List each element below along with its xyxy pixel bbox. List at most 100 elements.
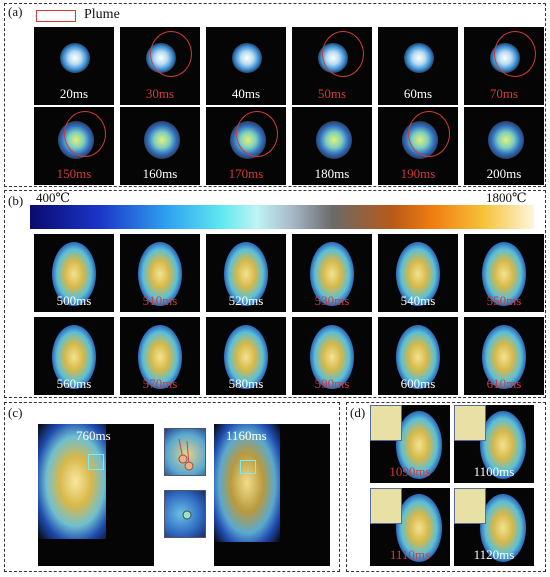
plume-outline bbox=[494, 31, 536, 77]
panel-b-label: (b) bbox=[8, 193, 24, 208]
timestamp-label: 50ms bbox=[317, 86, 347, 101]
b-frame-500ms: 500ms bbox=[34, 234, 114, 312]
a-frame-200ms: 200ms bbox=[464, 107, 544, 185]
timestamp-label: 30ms bbox=[145, 86, 175, 101]
b-frame-580ms: 580ms bbox=[206, 317, 286, 395]
a-frame-160ms: 160ms bbox=[120, 107, 200, 185]
panel-d-label: (d) bbox=[350, 405, 366, 420]
zoom-marker-box bbox=[240, 460, 256, 474]
timestamp-label: 160ms bbox=[142, 166, 178, 181]
timestamp-label: 150ms bbox=[56, 166, 92, 181]
b-frame-530ms: 530ms bbox=[292, 234, 372, 312]
panel-b bbox=[4, 190, 546, 398]
timestamp-label: 540ms bbox=[400, 293, 436, 308]
timestamp-label: 600ms bbox=[400, 376, 436, 391]
a-frame-60ms: 60ms bbox=[378, 27, 458, 105]
thermal-glow bbox=[224, 242, 268, 306]
a-frame-50ms: 50ms bbox=[292, 27, 372, 105]
timestamp-label: 570ms bbox=[142, 376, 178, 391]
timestamp-label: 1100ms bbox=[473, 464, 515, 479]
zoom-inset bbox=[370, 488, 402, 524]
particle-trace-icon bbox=[178, 438, 194, 471]
timestamp-label: 520ms bbox=[228, 293, 264, 308]
thermal-glow bbox=[396, 325, 440, 389]
thermal-glow bbox=[224, 325, 268, 389]
particle-marker-icon bbox=[182, 510, 192, 520]
a-frame-70ms: 70ms bbox=[464, 27, 544, 105]
timestamp-label: 560ms bbox=[56, 376, 92, 391]
temperature-colorbar bbox=[30, 205, 534, 229]
timestamp-label: 180ms bbox=[314, 166, 350, 181]
thermal-glow bbox=[480, 411, 526, 479]
b-frame-540ms: 540ms bbox=[378, 234, 458, 312]
plume-outline bbox=[236, 111, 278, 157]
frame-760ms-large: 760ms bbox=[38, 424, 154, 566]
thermal-glow bbox=[144, 121, 180, 159]
melt-pool-shape bbox=[38, 424, 106, 539]
frame-1160ms-large: 1160ms bbox=[214, 424, 330, 566]
b-frame-520ms: 520ms bbox=[206, 234, 286, 312]
panel-c-label: (c) bbox=[8, 405, 23, 420]
thermal-glow bbox=[232, 43, 262, 73]
a-frame-190ms: 190ms bbox=[378, 107, 458, 185]
timestamp-label: 550ms bbox=[486, 293, 522, 308]
thermal-glow bbox=[52, 325, 96, 389]
timestamp-label: 1160ms bbox=[226, 428, 267, 443]
plume-outline bbox=[150, 31, 192, 77]
b-frame-570ms: 570ms bbox=[120, 317, 200, 395]
timestamp-label: 190ms bbox=[400, 166, 436, 181]
zoom-inset bbox=[370, 405, 402, 441]
a-frame-30ms: 30ms bbox=[120, 27, 200, 105]
zoom-inset-bottom bbox=[164, 490, 206, 538]
timestamp-label: 1090ms bbox=[389, 464, 431, 479]
colorbar-min-label: 400℃ bbox=[36, 190, 71, 205]
zoom-inset-top bbox=[164, 428, 206, 476]
thermal-glow bbox=[316, 121, 352, 159]
timestamp-label: 40ms bbox=[231, 86, 261, 101]
timestamp-label: 200ms bbox=[486, 166, 522, 181]
b-frame-510ms: 510ms bbox=[120, 234, 200, 312]
a-frame-150ms: 150ms bbox=[34, 107, 114, 185]
a-frame-40ms: 40ms bbox=[206, 27, 286, 105]
panel-a bbox=[4, 3, 546, 187]
timestamp-label: 760ms bbox=[76, 428, 111, 443]
timestamp-label: 1110ms bbox=[389, 547, 431, 562]
thermal-glow bbox=[488, 121, 524, 159]
timestamp-label: 590ms bbox=[314, 376, 350, 391]
plume-outline bbox=[64, 111, 106, 157]
thermal-glow bbox=[60, 43, 90, 73]
panel-d bbox=[346, 402, 546, 572]
d-frame-1110ms: 1110ms bbox=[370, 488, 450, 566]
timestamp-label: 20ms bbox=[59, 86, 89, 101]
plume-outline bbox=[408, 111, 450, 157]
timestamp-label: 60ms bbox=[403, 86, 433, 101]
plume-outline bbox=[322, 31, 364, 77]
thermal-glow bbox=[138, 325, 182, 389]
a-frame-180ms: 180ms bbox=[292, 107, 372, 185]
panel-c bbox=[4, 402, 340, 572]
thermal-glow bbox=[404, 43, 434, 73]
b-frame-550ms: 550ms bbox=[464, 234, 544, 312]
timestamp-label: 580ms bbox=[228, 376, 264, 391]
melt-pool-shape bbox=[214, 424, 280, 542]
thermal-glow bbox=[396, 242, 440, 306]
zoom-inset bbox=[454, 405, 486, 441]
d-frame-1100ms: 1100ms bbox=[454, 405, 534, 483]
b-frame-560ms: 560ms bbox=[34, 317, 114, 395]
timestamp-label: 1120ms bbox=[473, 547, 515, 562]
d-frame-1090ms: 1090ms bbox=[370, 405, 450, 483]
plume-legend-label: Plume bbox=[84, 7, 120, 22]
timestamp-label: 510ms bbox=[142, 293, 178, 308]
thermal-glow bbox=[52, 242, 96, 306]
thermal-glow bbox=[480, 494, 526, 562]
thermal-glow bbox=[482, 325, 526, 389]
thermal-glow bbox=[310, 242, 354, 306]
thermal-glow bbox=[396, 411, 442, 479]
timestamp-label: 170ms bbox=[228, 166, 264, 181]
b-frame-590ms: 590ms bbox=[292, 317, 372, 395]
b-frame-600ms: 600ms bbox=[378, 317, 458, 395]
panel-a-label: (a) bbox=[8, 4, 23, 19]
thermal-glow bbox=[138, 242, 182, 306]
timestamp-label: 500ms bbox=[56, 293, 92, 308]
a-frame-20ms: 20ms bbox=[34, 27, 114, 105]
